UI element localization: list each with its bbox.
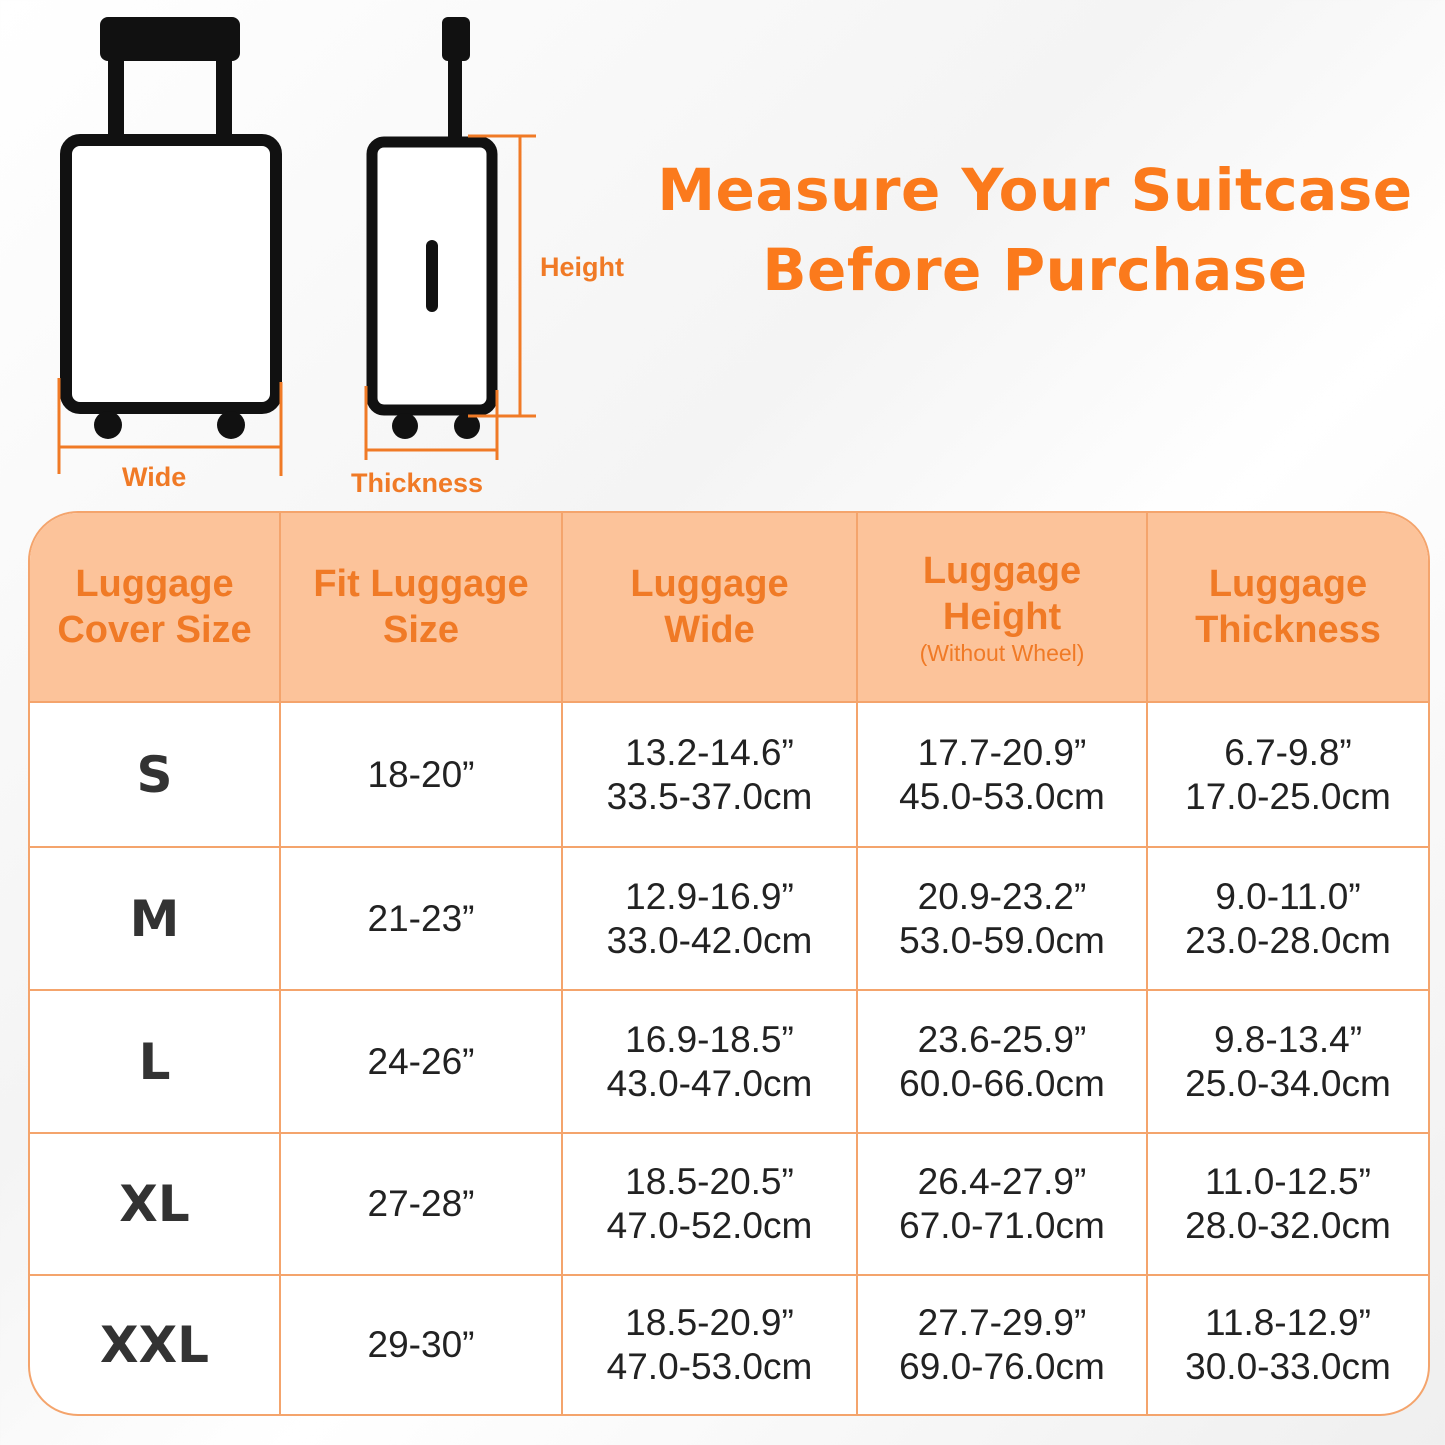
wide-cell: 18.5-20.9” 47.0-53.0cm [563,1276,858,1414]
height-value: 53.0-59.0cm [899,919,1105,961]
header-line: Luggage [75,563,234,605]
thickness-value: 6.7-9.8” [1224,731,1352,773]
header-subtitle: (Without Wheel) [919,640,1085,666]
header-cell: Fit Luggage Size [281,513,563,703]
height-value: 17.7-20.9” [917,731,1087,773]
height-value: 45.0-53.0cm [899,775,1105,817]
fit-value: 24-26” [367,1040,475,1082]
height-cell: 17.7-20.9” 45.0-53.0cm [858,703,1148,848]
thickness-measure-line [364,386,499,460]
fit-cell: 18-20” [281,703,563,848]
wide-label: Wide [122,462,187,492]
thickness-value: 17.0-25.0cm [1185,775,1391,817]
fit-value: 27-28” [367,1183,475,1224]
thickness-cell: 6.7-9.8” 17.0-25.0cm [1148,703,1428,848]
wide-value: 12.9-16.9” [625,875,794,917]
header-line: Luggage [1208,563,1368,605]
header-line: Thickness [1195,609,1381,651]
wide-value: 18.5-20.5” [625,1161,794,1202]
height-value: 26.4-27.9” [917,1161,1087,1202]
wide-measure-line [57,378,283,476]
size-chart-table: Luggage Cover Size Fit Luggage Size Luggage W… [28,511,1430,1416]
header-line: Cover Size [57,609,252,651]
header-line: Wide [664,609,755,651]
height-value: 27.7-29.9” [917,1302,1087,1343]
wide-value: 47.0-53.0cm [606,1346,813,1387]
size-cell: L [30,991,281,1134]
front-suitcase-icon [60,17,282,439]
size-cell: M [30,848,281,991]
header-cell: Luggage Height (Without Wheel) [858,513,1148,703]
header-cell: Luggage Wide [563,513,858,703]
thickness-value: 30.0-33.0cm [1185,1346,1391,1387]
fit-value: 18-20” [367,753,475,795]
size-value: XL [119,1175,190,1233]
thickness-value: 9.0-11.0” [1215,875,1361,917]
size-value: M [129,889,180,948]
fit-cell: 29-30” [281,1276,563,1414]
height-cell: 27.7-29.9” 69.0-76.0cm [858,1276,1148,1414]
wide-value: 47.0-52.0cm [606,1205,813,1246]
height-cell: 23.6-25.9” 60.0-66.0cm [858,991,1148,1134]
header-line: Luggage [922,550,1082,592]
thickness-label: Thickness [351,468,484,498]
height-value: 67.0-71.0cm [899,1205,1105,1246]
header-line: Fit Luggage [313,563,529,605]
wide-value: 43.0-47.0cm [606,1062,813,1104]
size-value: XXL [100,1316,209,1374]
wide-cell: 16.9-18.5” 43.0-47.0cm [563,991,858,1134]
wide-value: 18.5-20.9” [625,1302,794,1343]
wide-cell: 12.9-16.9” 33.0-42.0cm [563,848,858,991]
height-value: 60.0-66.0cm [899,1062,1105,1104]
thickness-cell: 11.0-12.5” 28.0-32.0cm [1148,1134,1428,1276]
thickness-value: 11.8-12.9” [1205,1302,1371,1343]
header-cell: Luggage Thickness [1148,513,1428,703]
thickness-cell: 9.0-11.0” 23.0-28.0cm [1148,848,1428,991]
size-cell: S [30,703,281,848]
thickness-value: 11.0-12.5” [1205,1161,1371,1202]
fit-cell: 27-28” [281,1134,563,1276]
wide-value: 16.9-18.5” [625,1018,794,1060]
thickness-value: 23.0-28.0cm [1185,919,1391,961]
height-value: 20.9-23.2” [917,875,1087,917]
suitcase-diagram [57,17,536,476]
thickness-value: 9.8-13.4” [1213,1018,1363,1060]
thickness-cell: 9.8-13.4” 25.0-34.0cm [1148,991,1428,1134]
height-cell: 26.4-27.9” 67.0-71.0cm [858,1134,1148,1276]
height-measure-line [468,134,536,418]
size-value: L [138,1032,171,1091]
size-cell: XXL [30,1276,281,1414]
height-cell: 20.9-23.2” 53.0-59.0cm [858,848,1148,991]
thickness-cell: 11.8-12.9” 30.0-33.0cm [1148,1276,1428,1414]
thickness-value: 28.0-32.0cm [1185,1205,1391,1246]
header-line: Luggage [630,563,789,605]
page-title: Measure Your Suitcase Before Purchase [620,150,1445,310]
size-cell: XL [30,1134,281,1276]
height-value: 69.0-76.0cm [899,1346,1105,1387]
wide-value: 13.2-14.6” [625,731,794,773]
size-value: S [136,745,173,804]
fit-value: 29-30” [367,1324,475,1365]
side-suitcase-icon [366,17,498,439]
wide-cell: 13.2-14.6” 33.5-37.0cm [563,703,858,848]
header-line: Size [382,609,460,651]
header-line: Height [942,596,1062,638]
wide-value: 33.5-37.0cm [606,775,813,817]
header-cell: Luggage Cover Size [30,513,281,703]
fit-cell: 24-26” [281,991,563,1134]
title-line-2: Before Purchase [762,236,1308,304]
fit-value: 21-23” [367,897,475,939]
wide-cell: 18.5-20.5” 47.0-52.0cm [563,1134,858,1276]
thickness-value: 25.0-34.0cm [1185,1062,1391,1104]
fit-cell: 21-23” [281,848,563,991]
height-value: 23.6-25.9” [917,1018,1087,1060]
height-label: Height [540,252,624,282]
wide-value: 33.0-42.0cm [606,919,813,961]
title-line-1: Measure Your Suitcase [657,156,1413,224]
